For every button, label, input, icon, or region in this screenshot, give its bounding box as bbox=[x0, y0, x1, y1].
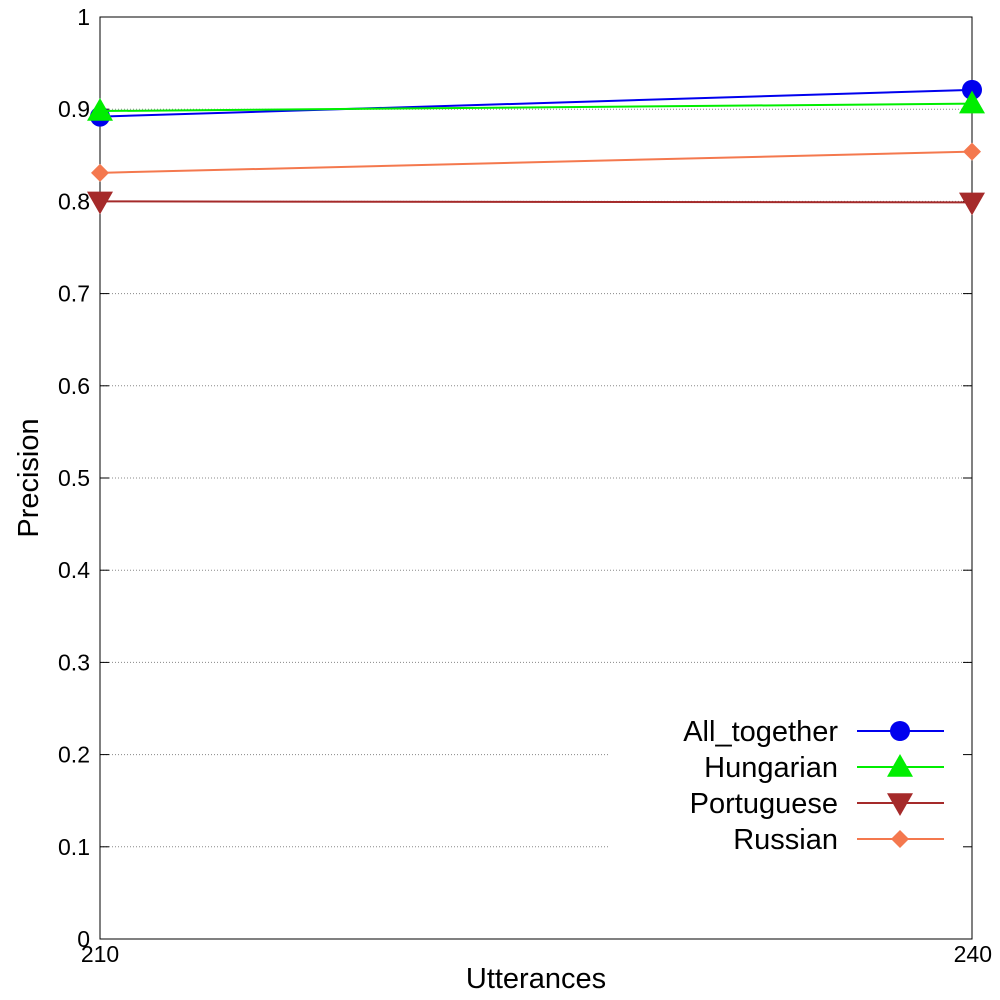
legend-label: All_together bbox=[683, 716, 838, 748]
y-tick-label: 1 bbox=[77, 4, 90, 30]
legend-marker bbox=[891, 830, 909, 848]
data-point bbox=[959, 90, 985, 114]
data-point bbox=[962, 79, 982, 100]
y-axis-title: Precision bbox=[13, 418, 45, 537]
y-tick-label: 0.9 bbox=[58, 96, 90, 122]
data-point bbox=[87, 191, 113, 215]
legend-marker bbox=[887, 754, 913, 777]
x-tick-label: 210 bbox=[81, 941, 119, 967]
y-tick-label: 0.7 bbox=[58, 281, 90, 307]
legend-label: Hungarian bbox=[704, 752, 838, 784]
legend-label: Russian bbox=[733, 824, 838, 856]
series-line bbox=[99, 88, 973, 118]
legend-marker bbox=[887, 793, 913, 816]
series-line bbox=[99, 200, 973, 204]
y-tick-label: 0.2 bbox=[58, 742, 90, 768]
axis-ticks: 0 0.1 0.2 0.3 0.4 0.5 0.6 0.7 0.8 0.9 1 210 240 bbox=[58, 4, 992, 967]
y-tick-label: 0 bbox=[77, 926, 90, 952]
series-line bbox=[99, 150, 973, 174]
legend-label: Portuguese bbox=[690, 788, 838, 820]
y-tick-label: 0.1 bbox=[58, 834, 90, 860]
y-tick-label: 0.3 bbox=[58, 649, 90, 675]
y-tick-label: 0.6 bbox=[58, 373, 90, 399]
y-tick-label: 0.4 bbox=[58, 557, 90, 583]
y-tick-label: 0.8 bbox=[58, 188, 90, 214]
series-group bbox=[87, 79, 985, 216]
data-point bbox=[87, 98, 113, 121]
y-tick-label: 0.5 bbox=[58, 465, 90, 491]
series-line bbox=[99, 102, 973, 113]
data-point bbox=[963, 142, 981, 161]
legend-marker bbox=[890, 721, 910, 741]
x-tick-label: 240 bbox=[954, 941, 992, 967]
legend: All_together Hungarian Portuguese Russian bbox=[683, 716, 944, 856]
data-point bbox=[959, 192, 985, 216]
x-axis-title: Utterances bbox=[466, 963, 606, 995]
data-point bbox=[91, 163, 109, 182]
